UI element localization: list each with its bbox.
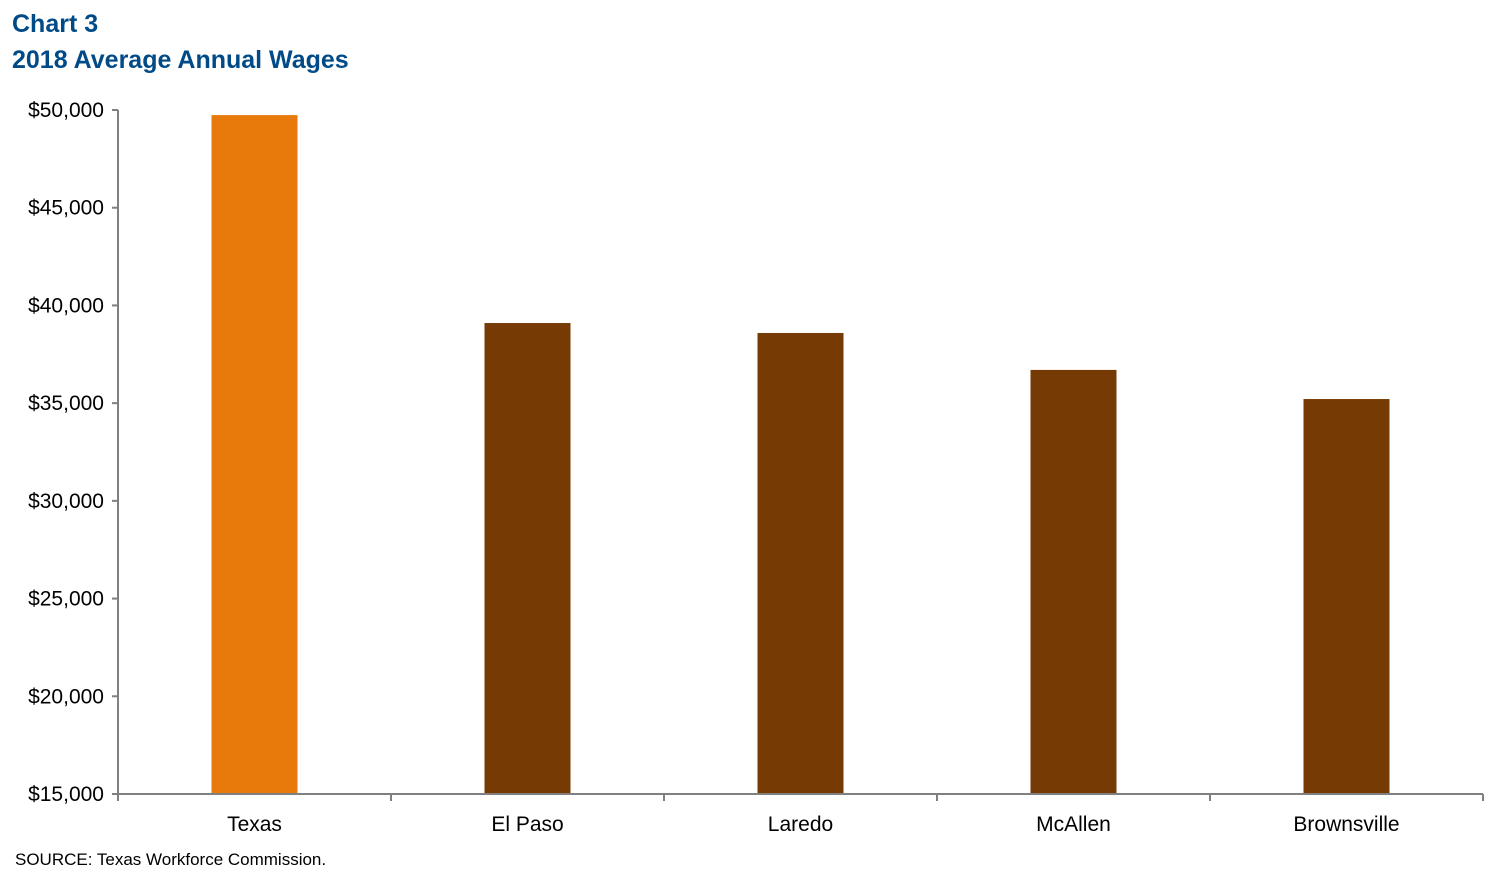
y-tick-label: $40,000 — [28, 294, 104, 317]
chart-number: Chart 3 — [12, 10, 99, 38]
y-tick-label: $30,000 — [28, 490, 104, 513]
bar-mcallen — [1030, 369, 1117, 794]
x-tick-label: Texas — [227, 813, 282, 836]
y-tick-label: $45,000 — [28, 197, 104, 220]
y-tick-label: $25,000 — [28, 588, 104, 611]
y-tick-label: $20,000 — [28, 685, 104, 708]
bar-texas — [211, 115, 298, 794]
x-tick-label: Laredo — [768, 813, 833, 836]
y-tick-label: $15,000 — [28, 783, 104, 806]
x-tick-label: Brownsville — [1293, 813, 1399, 836]
bar-laredo — [757, 332, 844, 794]
bar-brownsville — [1303, 399, 1390, 794]
x-tick-label: McAllen — [1036, 813, 1111, 836]
x-tick-label: El Paso — [491, 813, 563, 836]
y-tick-label: $50,000 — [28, 99, 104, 122]
x-axis: Texas El Paso Laredo McAllen Brownsville — [117, 793, 1484, 836]
y-tick-label: $35,000 — [28, 392, 104, 415]
source-note: SOURCE: Texas Workforce Commission. — [15, 850, 327, 869]
bar-el-paso — [484, 323, 571, 794]
chart-title: 2018 Average Annual Wages — [12, 46, 349, 74]
bars — [211, 115, 1390, 794]
y-axis: $15,000 $20,000 $25,000 $30,000 $35,000 $40,0… — [28, 99, 119, 806]
